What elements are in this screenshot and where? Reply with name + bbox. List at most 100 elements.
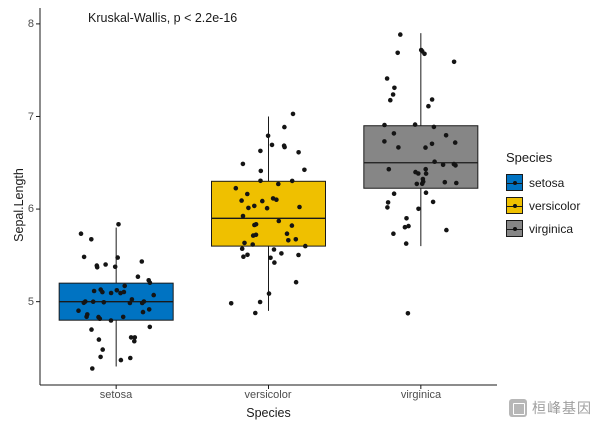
data-point — [258, 168, 264, 174]
data-point — [293, 237, 299, 242]
data-point — [423, 166, 429, 172]
data-point — [392, 85, 397, 91]
data-point — [76, 308, 81, 314]
data-point — [426, 103, 431, 109]
jitter-points-setosa — [76, 222, 156, 371]
legend-item-label: versicolor — [529, 198, 581, 213]
data-point — [129, 297, 135, 302]
data-point — [385, 205, 390, 210]
data-point — [147, 324, 153, 330]
data-point — [240, 161, 246, 167]
data-point — [98, 354, 103, 360]
data-point — [100, 347, 105, 352]
data-point — [132, 338, 137, 344]
y-tick-label-8: 8 — [27, 18, 34, 30]
data-point — [395, 50, 401, 56]
data-point — [250, 242, 255, 247]
y-tick-label-7: 7 — [27, 111, 34, 123]
data-point — [432, 159, 437, 164]
data-point — [120, 314, 126, 320]
data-point — [423, 190, 429, 195]
jitter-points-versicolor — [228, 111, 308, 316]
data-point — [139, 259, 145, 264]
data-point — [382, 139, 387, 144]
boxplot-key-icon — [506, 220, 523, 237]
data-point — [240, 213, 246, 219]
data-point — [118, 290, 123, 296]
data-point — [396, 145, 401, 150]
data-point — [442, 179, 448, 185]
data-point — [423, 145, 428, 150]
data-point — [147, 280, 153, 286]
data-point — [391, 191, 397, 196]
data-point — [139, 300, 145, 306]
data-point — [269, 142, 275, 148]
data-point — [405, 311, 411, 316]
legend-item-virginica: virginica — [506, 220, 580, 237]
data-point — [128, 355, 133, 361]
data-point — [242, 240, 247, 246]
data-point — [89, 327, 94, 332]
data-point — [431, 124, 437, 130]
axes — [36, 8, 497, 389]
data-point — [391, 231, 396, 236]
data-point — [444, 227, 449, 233]
data-point — [382, 122, 387, 128]
data-point — [146, 307, 152, 312]
x-tick-label-virginica: virginica — [400, 389, 442, 401]
data-point — [252, 222, 257, 228]
watermark-text: 桓峰基因 — [532, 400, 592, 416]
data-point — [276, 181, 281, 187]
data-point — [114, 288, 120, 293]
data-point — [258, 178, 263, 184]
data-point — [414, 181, 420, 187]
watermark-logo-icon — [509, 399, 527, 417]
box — [211, 180, 326, 247]
data-point — [270, 196, 276, 201]
data-point — [296, 150, 301, 155]
data-point — [108, 290, 114, 296]
data-point — [96, 337, 102, 342]
data-point — [451, 59, 457, 65]
data-point — [241, 254, 246, 259]
data-point — [418, 47, 424, 53]
data-point — [108, 318, 114, 323]
data-point — [443, 133, 449, 138]
boxplot-versicolor — [211, 116, 326, 311]
data-point — [290, 111, 296, 117]
data-point — [260, 198, 265, 204]
data-point — [266, 291, 272, 296]
data-point — [423, 171, 429, 176]
data-point — [430, 199, 436, 205]
data-point — [296, 252, 301, 258]
data-point — [151, 292, 156, 298]
data-point — [140, 309, 146, 315]
data-point — [284, 231, 290, 236]
data-point — [388, 97, 393, 103]
data-point — [302, 167, 307, 173]
jitter-points-virginica — [382, 32, 459, 316]
data-point — [118, 357, 124, 363]
boxplot-virginica — [363, 33, 479, 247]
legend: Species setosa versicolor virginica — [506, 150, 580, 243]
data-point — [271, 247, 277, 252]
data-point — [282, 124, 287, 130]
data-point — [116, 222, 121, 227]
data-point — [413, 169, 418, 175]
x-axis-title: Species — [246, 406, 291, 420]
data-point — [78, 231, 84, 236]
data-point — [239, 198, 244, 203]
data-point — [391, 131, 397, 136]
data-point — [429, 141, 435, 147]
data-point — [429, 97, 435, 102]
data-point — [402, 224, 408, 230]
data-point — [83, 299, 88, 304]
data-point — [98, 287, 103, 292]
data-point — [85, 312, 90, 317]
data-point — [279, 251, 284, 256]
data-point — [97, 316, 103, 322]
data-point — [252, 203, 257, 209]
data-point — [403, 241, 409, 246]
data-point — [101, 300, 107, 305]
data-point — [253, 310, 258, 316]
